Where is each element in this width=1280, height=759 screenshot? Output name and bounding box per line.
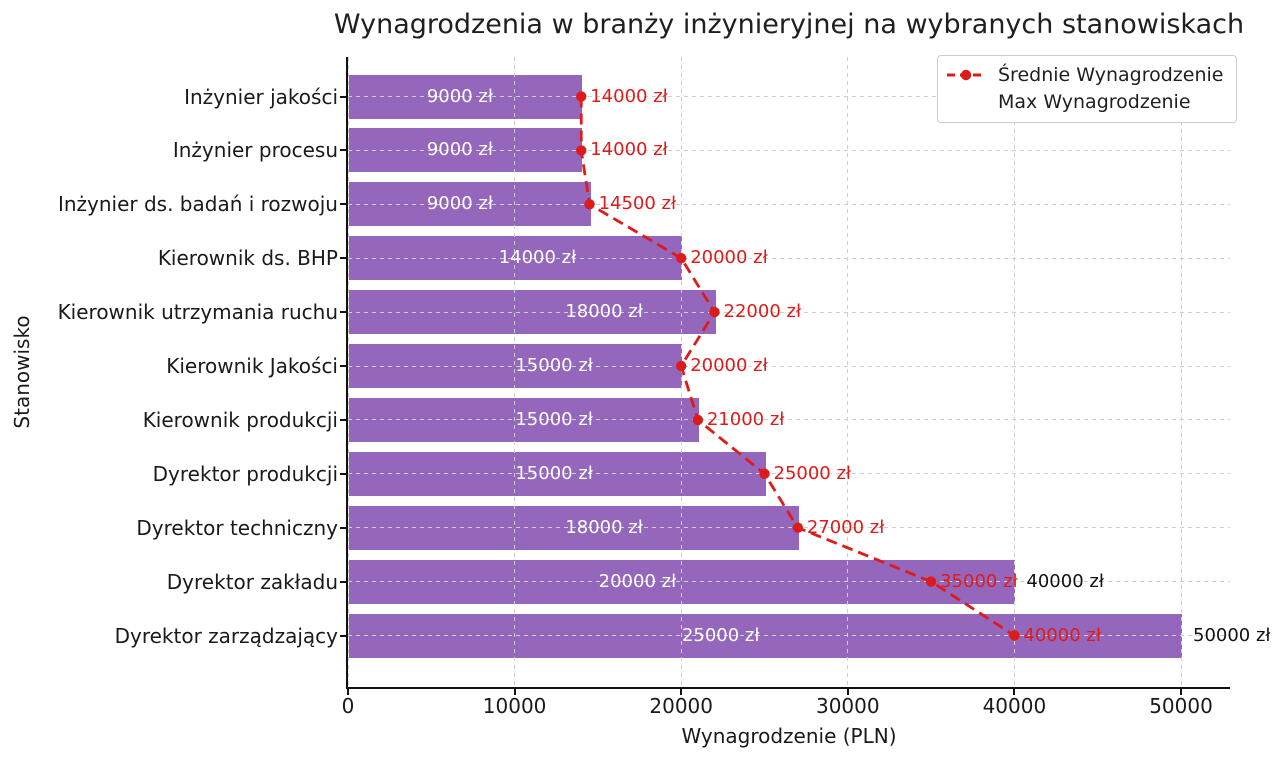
x-tick-label: 0 (341, 694, 355, 718)
y-tick-mark (340, 418, 346, 421)
x-axis-label: Wynagrodzenie (PLN) (681, 724, 897, 748)
bar-inner-label: 15000 zł (515, 462, 593, 484)
average-value-label: 14500 zł (598, 193, 677, 215)
vertical-gridline (347, 57, 349, 687)
x-tick-mark (1180, 689, 1182, 695)
legend-item-average: Średnie Wynagrodzenie (947, 64, 1223, 86)
vertical-gridline (847, 57, 849, 687)
x-tick-mark (846, 689, 849, 695)
bar-inner-label: 18000 zł (565, 301, 643, 323)
purple-rect-icon (947, 94, 985, 110)
y-tick-mark (340, 526, 346, 529)
legend-label-average: Średnie Wynagrodzenie (998, 64, 1224, 86)
x-tick-mark (680, 689, 683, 695)
average-value-label: 22000 zł (723, 301, 802, 323)
vertical-gridline (1180, 57, 1182, 687)
average-value-label: 21000 zł (706, 408, 785, 430)
bar-inner-label: 9000 zł (426, 85, 493, 107)
average-value-label: 25000 zł (773, 462, 852, 484)
y-axis-spine (346, 57, 348, 689)
x-tick-label: 30000 (815, 694, 880, 718)
legend: Średnie Wynagrodzenie Max Wynagrodzenie (937, 55, 1238, 123)
vertical-gridline (680, 57, 682, 687)
category-label: Dyrektor zarządzający (114, 623, 338, 648)
x-axis-spine (346, 687, 1230, 689)
bar-inner-label: 25000 zł (681, 624, 760, 646)
average-value-label: 20000 zł (690, 355, 768, 376)
y-tick-mark (340, 95, 346, 98)
y-tick-mark (340, 257, 346, 260)
average-value-label: 40000 zł (1023, 624, 1101, 646)
x-tick-mark (347, 689, 349, 695)
average-value-label: 27000 zł (806, 516, 885, 538)
y-tick-mark (340, 634, 346, 637)
category-label: Kierownik Jakości (166, 354, 338, 378)
x-tick-label: 10000 (482, 694, 547, 718)
y-tick-mark (340, 149, 346, 152)
category-label: Dyrektor zakładu (166, 569, 338, 594)
average-value-label: 35000 zł (940, 570, 1018, 592)
legend-label-max: Max Wynagrodzenie (998, 91, 1191, 113)
bar-inner-label: 15000 zł (515, 408, 593, 430)
vertical-gridline (514, 57, 516, 687)
average-value-label: 20000 zł (690, 247, 768, 269)
x-tick-label: 20000 (649, 694, 713, 718)
bar-inner-label: 9000 zł (426, 139, 493, 161)
plot-area: 9000 zł 14000 zł 9000 zł 14000 zł 9000 zł 145… (347, 57, 1271, 687)
y-tick-mark (340, 472, 346, 475)
average-value-label: 14000 zł (590, 85, 668, 107)
dashed-line-dot-icon (947, 67, 985, 83)
x-tick-label: 40000 (982, 694, 1047, 718)
bar-inner-label: 18000 zł (565, 516, 643, 538)
bar-inner-label: 20000 zł (598, 570, 677, 592)
chart-title: Wynagrodzenia w branży inżynieryjnej na … (333, 9, 1245, 40)
bar-inner-label: 15000 zł (515, 355, 593, 376)
x-tick-mark (1013, 689, 1016, 695)
category-label: Inżynier jakości (184, 84, 338, 109)
category-label: Inżynier procesu (172, 138, 338, 163)
bar-inner-label: 9000 zł (426, 193, 493, 215)
category-label: Dyrektor techniczny (136, 515, 338, 540)
category-label: Kierownik ds. BHP (157, 246, 338, 271)
x-tick-label: 50000 (1149, 694, 1213, 718)
x-tick-mark (513, 689, 516, 695)
y-tick-mark (340, 311, 346, 314)
category-label: Kierownik produkcji (142, 407, 338, 432)
y-tick-mark (340, 203, 346, 206)
max-value-label: 50000 zł (1193, 624, 1271, 646)
bar-inner-label: 14000 zł (498, 247, 577, 269)
y-axis-label: Stanowisko (10, 315, 34, 429)
y-tick-mark (340, 365, 346, 367)
category-label: Inżynier ds. badań i rozwoju (57, 192, 338, 217)
y-tick-mark (340, 580, 346, 583)
legend-item-max: Max Wynagrodzenie (947, 91, 1223, 113)
category-label: Dyrektor produkcji (152, 461, 338, 486)
average-value-label: 14000 zł (590, 139, 668, 161)
max-value-label: 40000 zł (1026, 570, 1104, 592)
category-label: Kierownik utrzymania ruchu (57, 300, 338, 325)
